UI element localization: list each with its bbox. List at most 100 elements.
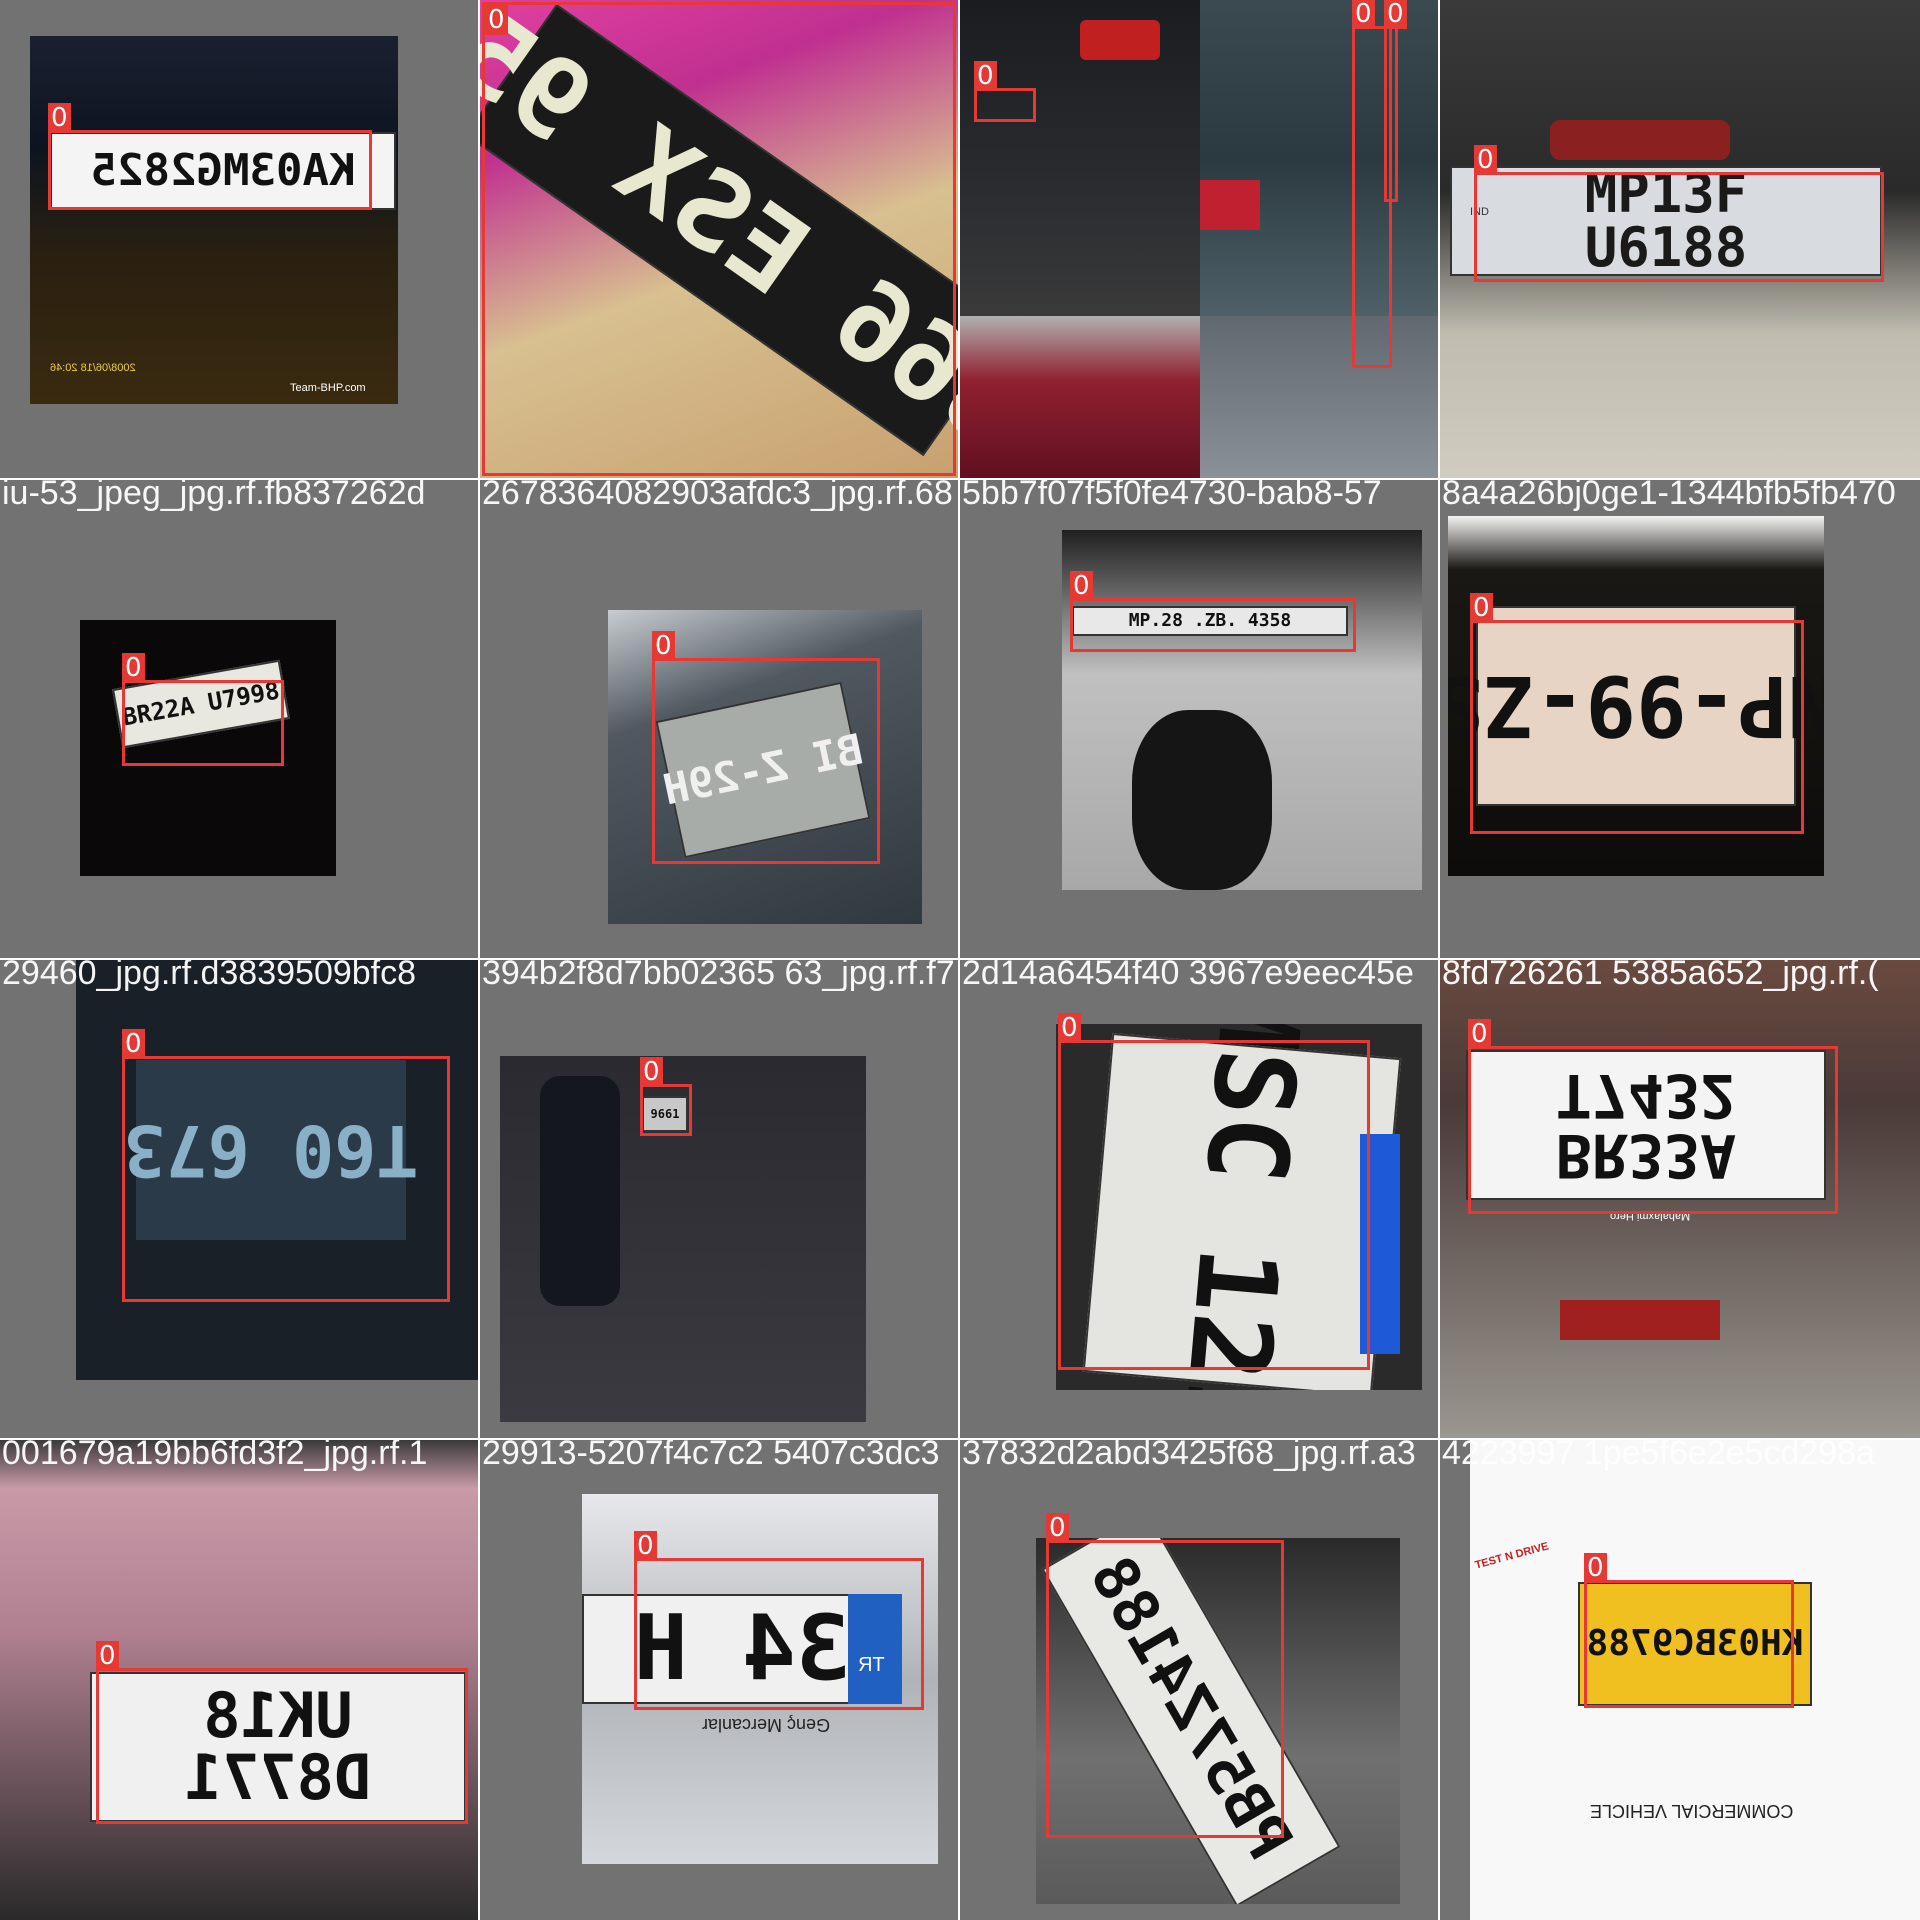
license-plate: MP13F U6188 <box>1450 166 1882 276</box>
tr-band: TR <box>848 1594 902 1704</box>
bounding-box: 0 <box>1070 571 1356 652</box>
box-label: 0 <box>485 5 508 35</box>
eu-band <box>1360 1134 1400 1354</box>
plate-text: MP.28 .ZB. 4358 <box>1128 610 1292 631</box>
photo: MSC 121 <box>1056 1024 1422 1390</box>
logo-text: TEST N DRIVE <box>1473 1540 1551 1572</box>
tail-light <box>1550 120 1730 160</box>
filename-label: 4223997 1pe5f6e2e5cd298a <box>1442 1440 1875 1472</box>
box-label: 0 <box>1468 1019 1491 1049</box>
filename-label: 001679a19bb6fd3f2_jpg.rf.1 <box>2 1440 428 1472</box>
bounding-box: 0 <box>634 1531 924 1710</box>
box-label: 0 <box>96 1641 119 1671</box>
dealer-text: Genç Mercanlar <box>702 1715 831 1735</box>
plate-text: 9661 <box>650 1107 680 1121</box>
photo: KA03MG2825 2008/06/18 20:46 Team-BHP.com <box>30 36 398 404</box>
plate-text: MP13F U6188 <box>1584 162 1748 279</box>
filename-label: 2d14a6454f40 3967e9eec45e <box>962 960 1414 992</box>
bounding-box: 0 <box>1046 1513 1284 1838</box>
tile-10: 9661 0 394b2f8d7bb02365 63_jpg.rf.f7 <box>480 960 958 1438</box>
filename-label: 394b2f8d7bb02365 63_jpg.rf.f7 <box>482 960 955 992</box>
bounding-box: 0 <box>122 653 284 766</box>
box-label: 0 <box>974 61 997 91</box>
bounding-box: 0 <box>482 2 956 476</box>
photo: BI Z-29H <box>608 610 922 924</box>
bounding-box: 0 <box>1058 1013 1370 1370</box>
box-label: 0 <box>1352 0 1375 29</box>
box-label: 0 <box>1070 571 1093 601</box>
photo: TEST N DRIVE KH03BC9788 COMMERCIAL VEHIC… <box>1470 1440 1920 1920</box>
tile-13: UK18 D8771 0 001679a19bb6fd3f2_jpg.rf.1 <box>0 1440 478 1920</box>
grid-divider <box>958 0 960 1920</box>
photo: PB57Z4188 <box>1036 1538 1400 1904</box>
box-label: 0 <box>122 1029 145 1059</box>
bounding-box: 0 <box>48 103 372 210</box>
box-label: 0 <box>1584 1553 1607 1583</box>
caption: COMMERCIAL VEHICLE <box>1590 1801 1794 1821</box>
tile-4: MP13F U6188 IND 0 <box>1440 0 1920 478</box>
box-label: 0 <box>1384 0 1407 29</box>
bounding-box: 0 <box>974 61 1036 122</box>
bounding-box: 0 <box>1384 0 1407 202</box>
filename-label: 2678364082903afdc3_jpg.rf.68 <box>482 480 953 512</box>
photo-a <box>960 0 1200 316</box>
tire <box>1132 710 1272 890</box>
tile-1: KA03MG2825 2008/06/18 20:46 Team-BHP.com… <box>0 0 478 478</box>
bounding-box: 0 <box>1352 0 1392 368</box>
bounding-box: 0 <box>1474 145 1884 282</box>
bounding-box: 0 <box>640 1057 692 1136</box>
box-label: 0 <box>652 631 675 661</box>
tile-14: 34 H TR Genç Mercanlar 0 29913-5207f4c7c… <box>480 1440 958 1920</box>
photo-d <box>1200 316 1438 478</box>
box-label: 0 <box>1046 1513 1069 1543</box>
box-label: 0 <box>122 653 145 683</box>
box-label: 0 <box>48 103 71 133</box>
tile-2: 866 ESX 95 0 <box>480 0 958 478</box>
license-plate: MP.28 .ZB. 4358 <box>1072 606 1348 636</box>
tile-6: BI Z-29H 0 2678364082903afdc3_jpg.rf.68 <box>480 480 958 958</box>
timestamp: 2008/06/18 20:46 <box>50 362 136 374</box>
tail-light <box>1080 20 1160 60</box>
grid-divider <box>0 478 1920 480</box>
photo: 9661 <box>500 1056 866 1422</box>
grid-divider <box>0 1438 1920 1440</box>
filename-label: 29460_jpg.rf.d3839509bfc8 <box>2 960 417 992</box>
filename-label: 5bb7f07f5f0fe4730-bab8-57 <box>962 480 1382 512</box>
filename-label: 8a4a26bj0ge1-1344bfb5fb470 <box>1442 480 1896 512</box>
photo-c <box>960 316 1200 478</box>
tile-9: T60 673 0 29460_jpg.rf.d3839509bfc8 <box>0 960 478 1438</box>
bounding-box: 0 <box>1470 593 1804 834</box>
grid-divider <box>0 958 1920 960</box>
tail-light <box>1560 1300 1720 1340</box>
tile-12: BR33A T7432 Mahalaxmi Hero 0 8fd726261 5… <box>1440 960 1920 1438</box>
bounding-box: 0 <box>122 1029 450 1302</box>
box-label: 0 <box>1474 145 1497 175</box>
tail-light <box>1200 180 1260 230</box>
photo <box>1062 530 1422 890</box>
bounding-box: 0 <box>1468 1019 1838 1214</box>
tile-7: MP.28 .ZB. 4358 0 5bb7f07f5f0fe4730-bab8… <box>960 480 1438 958</box>
filename-label: iu-53_jpeg_jpg.rf.fb837262d <box>2 480 426 512</box>
box-label: 0 <box>1470 593 1493 623</box>
tile-8: NP-99-ZS 0 8a4a26bj0ge1-1344bfb5fb470 <box>1440 480 1920 958</box>
filename-label: 37832d2abd3425f68_jpg.rf.a3 <box>962 1440 1416 1472</box>
tile-15: PB57Z4188 0 37832d2abd3425f68_jpg.rf.a3 <box>960 1440 1438 1920</box>
tile-11: MSC 121 0 2d14a6454f40 3967e9eec45e <box>960 960 1438 1438</box>
filename-label: 8fd726261 5385a652_jpg.rf.( <box>1442 960 1879 992</box>
bounding-box: 0 <box>1584 1553 1794 1708</box>
bounding-box: 0 <box>652 631 880 864</box>
photo-b <box>1200 0 1438 316</box>
filename-label: 29913-5207f4c7c2 5407c3dc3 <box>482 1440 940 1472</box>
tile-16: TEST N DRIVE KH03BC9788 COMMERCIAL VEHIC… <box>1440 1440 1920 1920</box>
bounding-box: 0 <box>96 1641 468 1824</box>
box-label: 0 <box>634 1531 657 1561</box>
box-label: 0 <box>640 1057 663 1087</box>
box-label: 0 <box>1058 1013 1081 1043</box>
photo: NP-99-ZS <box>1448 516 1824 876</box>
grid-divider <box>478 0 480 1920</box>
watermark: Team-BHP.com <box>290 382 366 394</box>
tile-5: BR22A U7998 0 iu-53_jpeg_jpg.rf.fb837262… <box>0 480 478 958</box>
grid-divider <box>1438 0 1440 1920</box>
person <box>540 1076 620 1306</box>
